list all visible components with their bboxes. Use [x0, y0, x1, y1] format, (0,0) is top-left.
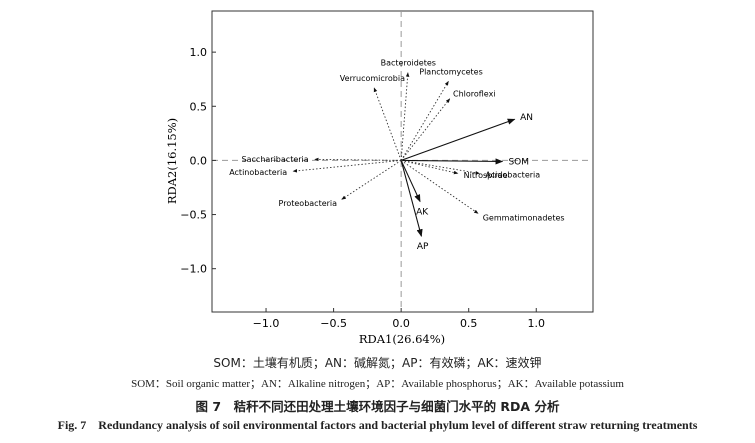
env-factor-label: AP [417, 242, 429, 252]
x-axis-label: RDA1(26.64%) [359, 332, 445, 346]
phylum-arrow [292, 159, 402, 173]
x-tick-label: −0.5 [320, 317, 347, 330]
phylum-arrow [401, 159, 459, 175]
figure-title-en: Fig. 7 Redundancy analysis of soil envir… [57, 418, 698, 432]
phylum-arrow [400, 98, 451, 161]
phylum-label: Planctomycetes [419, 67, 483, 76]
abbreviation-caption-en: SOM：Soil organic matter；AN：Alkaline nitr… [131, 378, 624, 390]
phylum-label: Acidobacteria [485, 171, 540, 180]
env-factor-label: AK [416, 208, 429, 218]
phylum-label: Actinobacteria [229, 168, 287, 177]
env-arrow [400, 118, 516, 161]
phylum-arrow [373, 87, 402, 161]
env-factor-label: AN [520, 113, 533, 123]
phylum-arrow [314, 157, 402, 162]
phylum-arrow [401, 159, 480, 175]
x-tick-label: −1.0 [253, 317, 280, 330]
env-arrow [401, 158, 504, 165]
phylum-label: Gemmatimonadetes [483, 213, 565, 222]
y-tick-label: −1.0 [180, 263, 207, 276]
y-axis-label: RDA2(16.15%) [165, 118, 179, 204]
phylum-label: Verrucomicrobia [340, 74, 405, 83]
phylum-arrow [400, 72, 410, 161]
y-tick-label: 1.0 [190, 46, 208, 59]
phylum-label: Chloroflexi [453, 90, 496, 99]
y-axis-ticks: −1.0 −0.5 0.0 0.5 1.0 [180, 46, 216, 276]
environmental-factor-arrows: AN SOM AK AP [400, 113, 533, 252]
phylum-label: Proteobacteria [279, 199, 338, 208]
y-tick-label: −0.5 [180, 209, 207, 222]
x-axis-ticks: −1.0 −0.5 0.0 0.5 1.0 [253, 308, 545, 330]
rda-biplot: −1.0 −0.5 0.0 0.5 1.0 −1.0 −0.5 0.0 0.5 1.0 AN SO… [165, 10, 594, 346]
phylum-arrow [400, 160, 479, 214]
phylum-label: Saccharibacteria [242, 155, 309, 164]
abbreviation-caption-cn: SOM：土壤有机质；AN：碱解氮；AP：有效磷；AK：速效钾 [213, 356, 542, 370]
x-tick-label: 0.0 [392, 317, 410, 330]
figure-title-cn: 图 7 秸秆不同还田处理土壤环境因子与细菌门水平的 RDA 分析 [195, 399, 560, 414]
phylum-arrow [341, 160, 402, 200]
env-arrow [400, 160, 423, 237]
phylum-arrow [400, 80, 449, 161]
env-arrow [400, 160, 421, 203]
y-tick-label: 0.5 [190, 100, 208, 113]
phylum-label: Nitrospirae [464, 171, 508, 180]
env-factor-label: SOM [508, 158, 529, 168]
phylum-label: Bacteroidetes [381, 59, 436, 68]
x-tick-label: 0.5 [460, 317, 478, 330]
plot-frame [211, 10, 594, 313]
y-tick-label: 0.0 [190, 154, 208, 167]
x-tick-label: 1.0 [528, 317, 546, 330]
